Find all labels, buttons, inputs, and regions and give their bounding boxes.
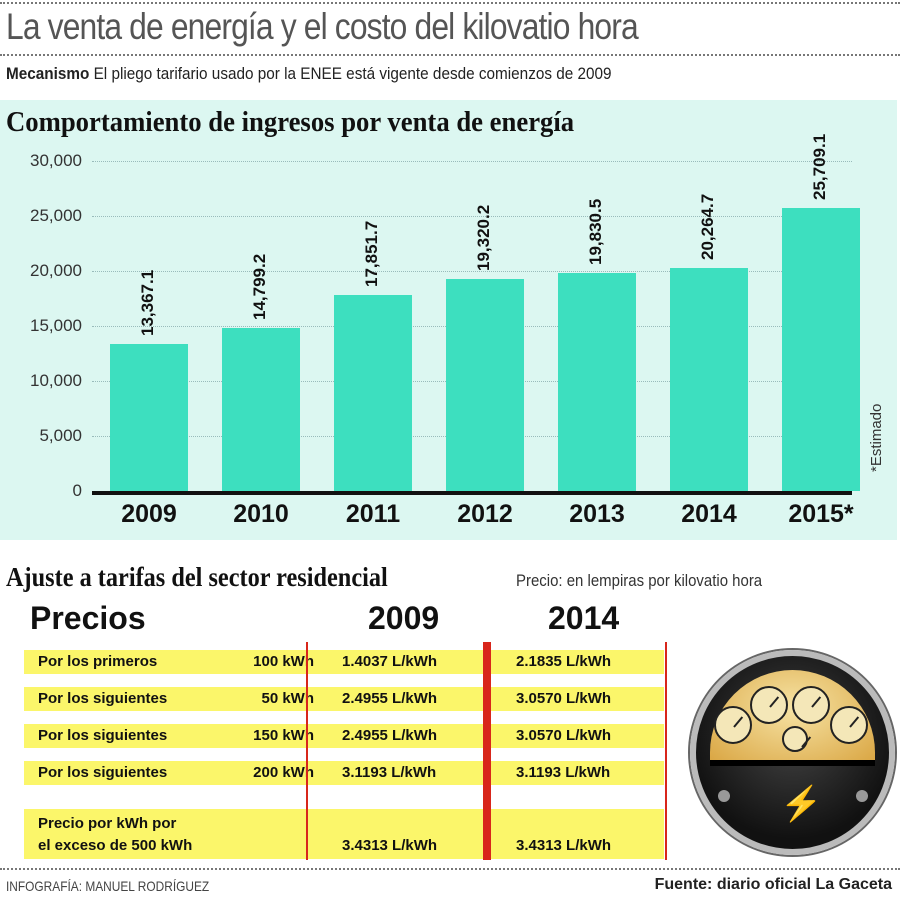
x-label: 2010 (233, 500, 289, 528)
bar-2015 (782, 208, 860, 491)
x-label: 2015* (788, 500, 854, 528)
row-label: Precio por kWh por (38, 815, 177, 832)
x-axis (92, 491, 852, 495)
chart-title: Comportamiento de ingresos por venta de … (6, 106, 575, 138)
bar-2012 (446, 279, 524, 491)
bar-2014 (670, 268, 748, 491)
dial-icon (792, 686, 830, 724)
bar-2011 (334, 295, 412, 491)
price-2009: 2.4955 L/kWh (342, 690, 438, 707)
bar-value-label: 19,830.5 (586, 198, 605, 265)
tariff-row: Por los siguientes 50 kWh 2.4955 L/kWh 3… (24, 687, 664, 711)
gridline (92, 271, 852, 272)
bar-value-label: 17,851.7 (362, 220, 381, 287)
column-divider (306, 642, 308, 860)
bar-2009 (110, 344, 188, 491)
dial-icon (782, 726, 808, 752)
bar-value-label: 14,799.2 (250, 253, 269, 320)
y-tick: 0 (72, 481, 82, 500)
dial-icon (830, 706, 868, 744)
subtitle: Mecanismo El pliego tarifario usado por … (6, 64, 612, 84)
subtitle-label: Mecanismo (6, 64, 90, 83)
page-title: La venta de energía y el costo del kilov… (6, 6, 639, 47)
x-label: 2009 (121, 500, 177, 528)
header-2009: 2009 (368, 600, 440, 636)
y-tick: 30,000 (30, 151, 82, 170)
price-2009: 3.1193 L/kWh (342, 764, 437, 781)
dial-icon (750, 686, 788, 724)
y-tick: 5,000 (39, 426, 82, 445)
tariff-row: Precio por kWh por el exceso de 500 kWh … (24, 809, 664, 859)
bar-2013 (558, 273, 636, 491)
bar-value-label: 13,367.1 (138, 269, 157, 336)
price-2009: 1.4037 L/kWh (342, 653, 438, 670)
row-label: Por los siguientes (38, 690, 168, 707)
source: Fuente: diario oficial La Gaceta (654, 876, 892, 893)
title-divider (0, 54, 900, 56)
x-label: 2013 (569, 500, 625, 528)
bar-value-label: 19,320.2 (474, 204, 493, 271)
screw-icon (718, 790, 730, 802)
footer-divider (0, 868, 900, 870)
row-kwh: 200 kWh (253, 764, 314, 781)
credit: INFOGRAFÍA: MANUEL RODRÍGUEZ (6, 878, 210, 894)
price-2014: 3.1193 L/kWh (516, 764, 611, 781)
y-tick: 25,000 (30, 206, 82, 225)
x-label: 2011 (345, 500, 401, 528)
row-label: el exceso de 500 kWh (38, 837, 193, 854)
revenue-chart: Comportamiento de ingresos por venta de … (0, 100, 897, 540)
bar-value-label: 25,709.1 (810, 133, 829, 200)
price-2014: 3.4313 L/kWh (516, 837, 612, 854)
row-kwh: 150 kWh (253, 727, 314, 744)
top-divider (0, 2, 900, 4)
price-2009: 3.4313 L/kWh (342, 837, 438, 854)
x-label: 2012 (457, 500, 513, 528)
row-kwh: 50 kWh (261, 690, 314, 707)
price-2014: 2.1835 L/kWh (516, 653, 612, 670)
dial-icon (714, 706, 752, 744)
column-divider (665, 642, 667, 860)
screw-icon (856, 790, 868, 802)
row-label: Por los primeros (38, 653, 158, 670)
tariff-section-title: Ajuste a tarifas del sector residencial (6, 562, 388, 592)
gridline (92, 161, 852, 162)
header-2014: 2014 (548, 600, 620, 636)
estimate-note: *Estimado (868, 403, 885, 472)
price-2014: 3.0570 L/kWh (516, 727, 612, 744)
y-tick: 15,000 (30, 316, 82, 335)
tariff-unit-note: Precio: en lempiras por kilovatio hora (516, 571, 763, 590)
tariff-row: Por los primeros 100 kWh 1.4037 L/kWh 2.… (24, 650, 664, 674)
row-kwh: 100 kWh (253, 653, 314, 670)
header-precios: Precios (30, 600, 146, 636)
x-label: 2014 (681, 500, 737, 528)
subtitle-text: El pliego tarifario usado por la ENEE es… (93, 64, 612, 83)
gridline (92, 216, 852, 217)
tariff-row: Por los siguientes 150 kWh 2.4955 L/kWh … (24, 724, 664, 748)
price-2009: 2.4955 L/kWh (342, 727, 438, 744)
row-label: Por los siguientes (38, 727, 168, 744)
lightning-bolt-icon: ⚡ (780, 785, 823, 823)
bar-2010 (222, 328, 300, 491)
column-divider (483, 642, 491, 860)
row-label: Por los siguientes (38, 764, 168, 781)
electric-meter-illustration: ⚡ (690, 650, 895, 855)
price-2014: 3.0570 L/kWh (516, 690, 612, 707)
tariff-row: Por los siguientes 200 kWh 3.1193 L/kWh … (24, 761, 664, 785)
meter-slot (710, 760, 875, 766)
y-tick: 20,000 (30, 261, 82, 280)
meter-face (710, 670, 875, 765)
bar-value-label: 20,264.7 (698, 193, 717, 260)
y-tick: 10,000 (30, 371, 82, 390)
